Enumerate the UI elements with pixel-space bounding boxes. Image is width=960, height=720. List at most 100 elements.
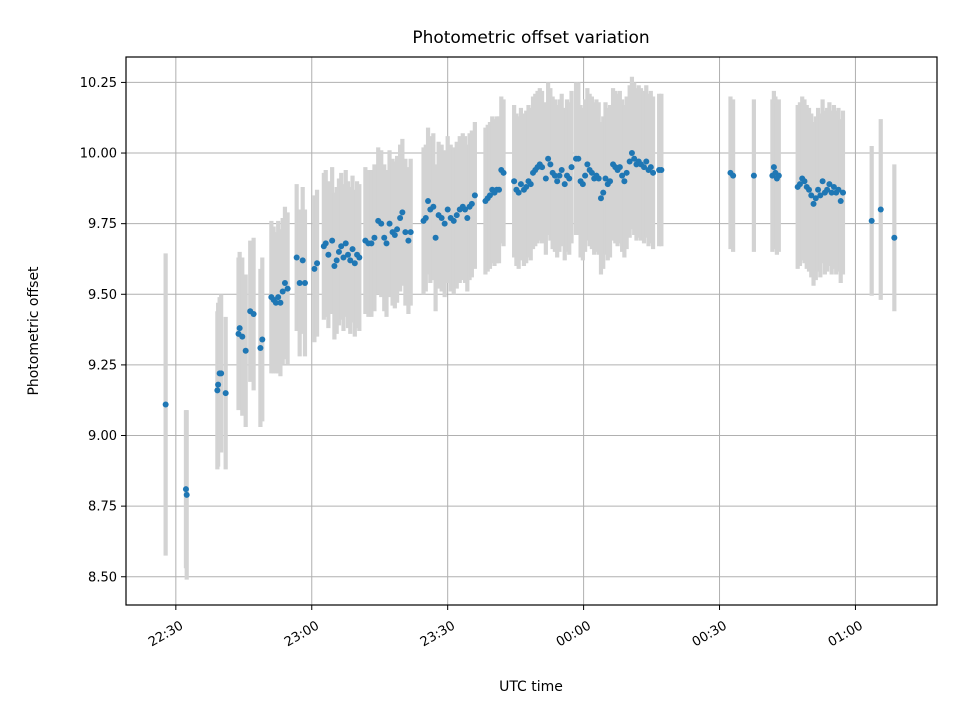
data-point bbox=[214, 387, 221, 394]
data-point bbox=[284, 285, 291, 292]
data-point bbox=[383, 240, 390, 247]
data-point bbox=[301, 279, 308, 286]
data-point bbox=[631, 155, 638, 162]
data-point bbox=[450, 217, 457, 224]
data-point bbox=[257, 344, 264, 351]
data-point bbox=[812, 195, 819, 202]
y-tick-label: 10.25 bbox=[80, 76, 117, 91]
data-point bbox=[626, 158, 633, 165]
data-point bbox=[623, 169, 630, 176]
data-point bbox=[430, 203, 437, 210]
data-point bbox=[517, 181, 524, 188]
data-point bbox=[628, 150, 635, 157]
data-point bbox=[464, 215, 471, 222]
data-point bbox=[819, 178, 826, 185]
y-tick-label: 9.00 bbox=[88, 429, 117, 444]
data-point bbox=[523, 183, 530, 190]
data-point bbox=[391, 231, 398, 238]
data-point bbox=[835, 186, 842, 193]
data-point bbox=[527, 181, 534, 188]
data-point bbox=[891, 234, 898, 241]
data-point bbox=[402, 229, 409, 236]
data-point bbox=[182, 486, 189, 493]
data-point bbox=[338, 243, 345, 250]
data-point bbox=[810, 200, 817, 207]
data-point bbox=[547, 161, 554, 168]
data-point bbox=[349, 246, 356, 253]
data-point bbox=[239, 333, 246, 340]
data-point bbox=[828, 189, 835, 196]
data-point bbox=[839, 189, 846, 196]
data-point bbox=[566, 175, 573, 182]
data-point bbox=[806, 186, 813, 193]
data-point bbox=[345, 251, 352, 258]
data-point bbox=[584, 161, 591, 168]
data-point bbox=[386, 220, 393, 227]
data-point bbox=[554, 178, 561, 185]
y-tick-label: 9.75 bbox=[88, 217, 117, 232]
data-point bbox=[378, 220, 385, 227]
data-point bbox=[658, 166, 665, 173]
data-point bbox=[296, 279, 303, 286]
data-point bbox=[394, 226, 401, 233]
y-tick-label: 8.75 bbox=[88, 500, 117, 515]
data-point bbox=[183, 491, 190, 498]
data-point bbox=[588, 169, 595, 176]
data-point bbox=[356, 254, 363, 261]
data-point bbox=[342, 240, 349, 247]
data-point bbox=[801, 178, 808, 185]
data-point bbox=[877, 206, 884, 213]
data-point bbox=[277, 299, 284, 306]
data-point bbox=[299, 257, 306, 264]
data-point bbox=[641, 164, 648, 171]
y-axis-label: Photometric offset bbox=[26, 266, 42, 396]
data-point bbox=[575, 155, 582, 162]
data-point bbox=[272, 299, 279, 306]
data-point bbox=[539, 164, 546, 171]
data-point bbox=[619, 172, 626, 179]
data-point bbox=[830, 183, 837, 190]
data-point bbox=[422, 215, 429, 222]
y-axis-ticks: 8.50 8.75 9.00 9.25 9.50 9.75 10.00 10.25 bbox=[80, 76, 126, 585]
data-point bbox=[438, 215, 445, 222]
data-point bbox=[597, 195, 604, 202]
data-point bbox=[399, 209, 406, 216]
data-point bbox=[582, 172, 589, 179]
data-point bbox=[331, 263, 338, 270]
y-tick-label: 9.25 bbox=[88, 358, 117, 373]
data-point bbox=[730, 172, 737, 179]
data-point bbox=[796, 181, 803, 188]
data-point bbox=[432, 234, 439, 241]
data-point bbox=[314, 260, 321, 267]
data-point bbox=[371, 234, 378, 241]
data-point bbox=[551, 172, 558, 179]
data-point bbox=[425, 198, 432, 205]
data-point bbox=[815, 186, 822, 193]
data-point bbox=[545, 155, 552, 162]
data-point bbox=[595, 175, 602, 182]
data-point bbox=[275, 294, 282, 301]
data-point bbox=[347, 257, 354, 264]
data-point bbox=[471, 192, 478, 199]
data-point bbox=[162, 401, 169, 408]
data-point bbox=[381, 234, 388, 241]
data-point bbox=[556, 172, 563, 179]
data-point bbox=[868, 217, 875, 224]
plot-frame bbox=[125, 56, 938, 606]
data-point bbox=[329, 237, 336, 244]
data-point bbox=[496, 186, 503, 193]
data-point bbox=[770, 164, 777, 171]
data-point bbox=[333, 257, 340, 264]
data-points bbox=[162, 150, 898, 498]
data-point bbox=[259, 336, 266, 343]
data-point bbox=[215, 381, 222, 388]
data-point bbox=[607, 178, 614, 185]
data-point bbox=[647, 164, 654, 171]
data-point bbox=[351, 260, 358, 267]
data-point bbox=[397, 215, 404, 222]
data-point bbox=[407, 229, 414, 236]
x-axis-label: UTC time bbox=[499, 679, 563, 695]
data-point bbox=[311, 265, 318, 272]
data-point bbox=[281, 279, 288, 286]
